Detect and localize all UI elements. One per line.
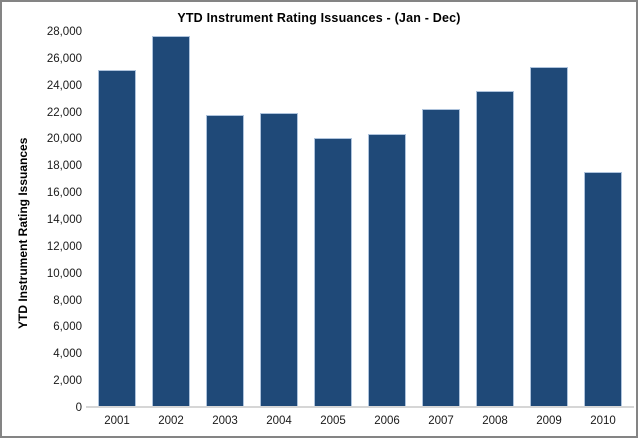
bar-2002 [152,36,190,408]
y-tick-label: 28,000 [46,26,82,38]
bar-2004 [260,112,298,408]
y-tick-label: 4,000 [53,348,82,361]
x-tick-label: 2007 [428,415,454,427]
x-tick-label: 2004 [266,415,292,427]
bar-2008 [476,91,514,408]
bar-2006 [368,134,406,408]
y-tick-label: 0 [75,402,82,414]
y-tick-label: 12,000 [46,240,82,253]
x-tick-label: 2006 [374,415,400,427]
y-tick-label: 6,000 [53,321,82,334]
x-tick-label: 2009 [536,415,562,427]
x-axis-baseline [86,406,634,408]
y-tick-label: 10,000 [46,267,82,280]
y-tick-label: 8,000 [53,294,82,307]
bar-2010 [584,171,622,408]
y-tick-label: 26,000 [46,52,82,65]
bar-slot [522,32,576,408]
x-tick-label: 2005 [320,415,346,427]
bar-slot [198,32,252,408]
x-tick-label: 2008 [482,415,508,427]
bar-slot [360,32,414,408]
bar-2001 [98,69,136,408]
y-tick-label: 24,000 [46,79,82,92]
y-tick-label: 2,000 [53,375,82,388]
bar-2005 [314,138,352,408]
bar-slot [468,32,522,408]
y-axis: 0 2,000 4,000 6,000 8,000 10,000 12,000 14,000 1… [2,26,82,414]
x-tick-label: 2010 [590,415,616,427]
y-tick-label: 22,000 [46,106,82,119]
bar-slot [414,32,468,408]
y-tick-label: 18,000 [46,160,82,173]
plot-area [90,32,630,408]
x-axis: 2001 2002 2003 2004 2005 2006 2007 2008 2009 2010 [90,415,630,427]
x-tick-label: 2001 [104,415,130,427]
bar-2003 [206,115,244,408]
y-tick-label: 16,000 [46,187,82,200]
bar-slot [306,32,360,408]
bar-2007 [422,108,460,408]
x-tick-label: 2002 [158,415,184,427]
bar-slot [252,32,306,408]
y-tick-label: 20,000 [46,133,82,146]
bar-slot [90,32,144,408]
chart-title: YTD Instrument Rating Issuances - (Jan -… [177,11,461,25]
y-tick-label: 14,000 [46,214,82,226]
x-tick-label: 2003 [212,415,238,427]
bar-slot [144,32,198,408]
bar-2009 [530,66,568,408]
bar-slot [576,32,630,408]
